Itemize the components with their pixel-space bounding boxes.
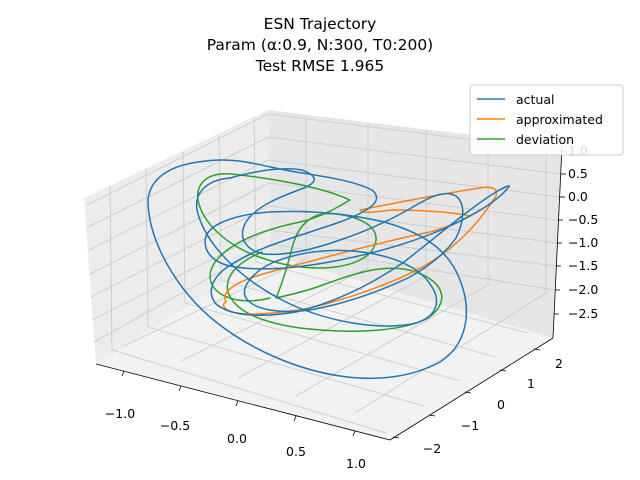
z-axis-line (552, 145, 563, 339)
x-tick-label: 0.0 (227, 431, 247, 446)
z-tick-label: −0.5 (568, 212, 598, 227)
y-tick-label: −2 (423, 441, 441, 456)
z-tick-label: −1.5 (568, 258, 598, 273)
series-group (147, 159, 510, 380)
y-tick-label: 2 (555, 356, 563, 371)
gridlines (86, 113, 563, 434)
y-tick-label: −1 (461, 418, 479, 433)
z-tick-label: 0.5 (568, 166, 588, 181)
x-axis-line (95, 363, 391, 441)
y-tick-label: 1 (527, 376, 535, 391)
legend: actual approximated deviation (469, 84, 624, 156)
z-tick-label: 0.0 (568, 189, 588, 204)
legend-label-deviation: deviation (516, 132, 574, 147)
pane-floor (96, 255, 553, 440)
x-tick-label: −1.0 (105, 406, 135, 421)
title-line-1: ESN Trajectory (264, 15, 377, 33)
pane-right (268, 110, 562, 338)
z-tick-label: −1.0 (568, 235, 598, 250)
y-tick-labels: −2 −1 0 1 2 (423, 356, 563, 456)
z-tick-labels: 1.0 0.5 0.0 −0.5 −1.0 −1.5 −2.0 −2.5 (568, 143, 598, 321)
legend-box (469, 84, 624, 156)
title-line-2: Param (α:0.9, N:300, T0:200) (207, 36, 433, 54)
title-line-3: Test RMSE 1.965 (255, 57, 385, 75)
y-axis-line (389, 337, 554, 441)
x-tick-label: 1.0 (346, 456, 366, 471)
x-tick-label: 0.5 (286, 444, 306, 459)
legend-label-approximated: approximated (516, 112, 603, 127)
chart-title: ESN Trajectory Param (α:0.9, N:300, T0:2… (207, 15, 433, 75)
z-tick-label: −2.0 (568, 282, 598, 297)
x-tick-labels: −1.0 −0.5 0.0 0.5 1.0 (105, 406, 366, 471)
x-tick-label: −0.5 (160, 418, 190, 433)
y-tick-label: 0 (497, 397, 505, 412)
z-tick-label: −2.5 (568, 306, 598, 321)
series-actual (147, 159, 510, 380)
legend-label-actual: actual (516, 92, 555, 107)
